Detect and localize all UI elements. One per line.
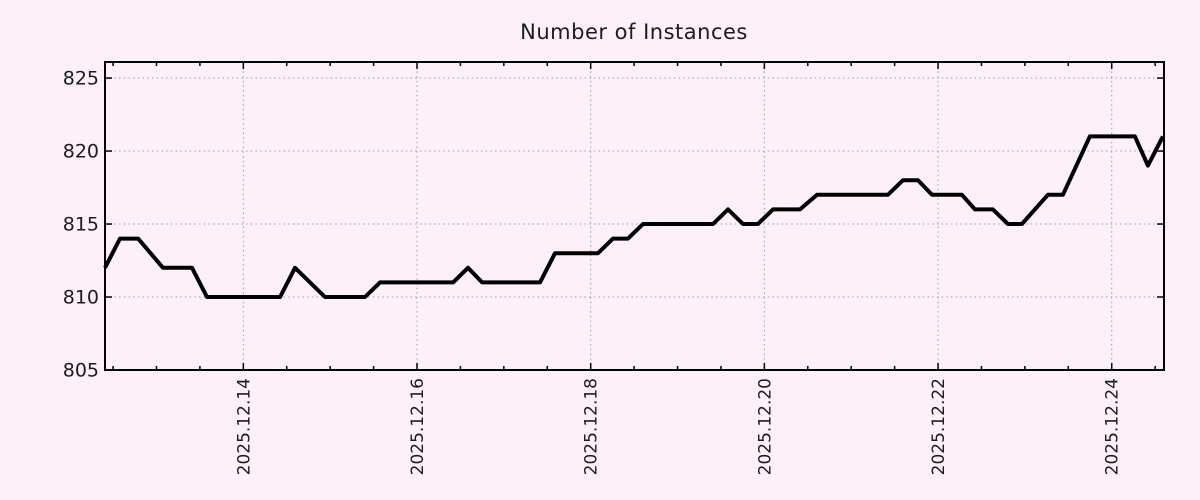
x-tick-label: 2025.12.16 (408, 378, 428, 475)
plot-border (104, 61, 1165, 371)
x-tick-label: 2025.12.18 (582, 378, 602, 475)
y-tick-label: 805 (63, 360, 99, 382)
y-tick-label: 825 (63, 68, 99, 90)
x-tick-label: 2025.12.20 (755, 378, 775, 475)
y-tick-label: 820 (63, 141, 99, 163)
x-tick-label: 2025.12.14 (234, 378, 254, 475)
series-line (103, 134, 1165, 299)
x-tick-label: 2025.12.24 (1103, 378, 1123, 475)
y-tick-label: 810 (63, 287, 99, 309)
chart-title: Number of Instances (520, 20, 748, 44)
y-tick-label: 815 (63, 214, 99, 236)
x-tick-label: 2025.12.22 (929, 378, 949, 475)
